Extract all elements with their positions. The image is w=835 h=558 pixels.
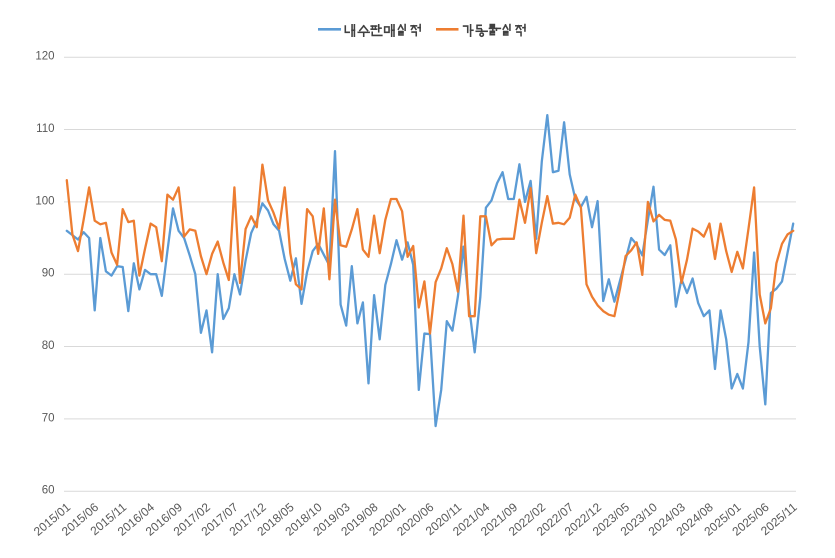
svg-text:110: 110 bbox=[36, 123, 54, 135]
svg-text:100: 100 bbox=[35, 195, 54, 207]
svg-text:120: 120 bbox=[35, 51, 54, 63]
svg-text:70: 70 bbox=[42, 412, 55, 424]
svg-text:60: 60 bbox=[42, 485, 55, 497]
svg-text:80: 80 bbox=[42, 340, 55, 352]
svg-text:90: 90 bbox=[42, 268, 55, 280]
